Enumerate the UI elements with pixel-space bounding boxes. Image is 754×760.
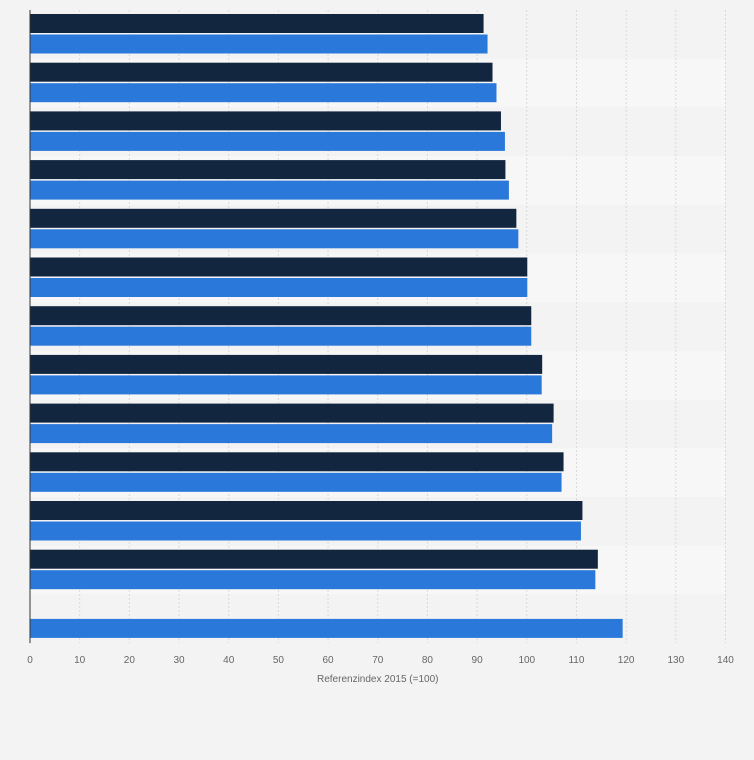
bar	[30, 618, 623, 638]
x-tick-label: 50	[273, 655, 285, 666]
x-tick-labels: 0 10 20 30 40 50 60 70 80 90 100 110 120 130 140	[27, 655, 734, 666]
x-tick-label: 100	[518, 655, 535, 666]
x-tick-label: 20	[124, 655, 136, 666]
bar	[30, 34, 488, 54]
bar	[30, 229, 519, 249]
x-tick-label: 80	[422, 655, 434, 666]
bar	[30, 111, 501, 131]
x-tick-label: 0	[27, 655, 33, 666]
x-axis-title: Referenzindex 2015 (=100)	[317, 674, 438, 685]
bar	[30, 83, 497, 103]
bar	[30, 375, 542, 395]
bar	[30, 472, 562, 492]
bars	[30, 14, 623, 638]
x-tick-label: 40	[223, 655, 235, 666]
bar	[30, 354, 543, 374]
x-tick-label: 140	[717, 655, 734, 666]
x-tick-label: 120	[618, 655, 635, 666]
bar	[30, 160, 506, 180]
x-tick-label: 130	[667, 655, 684, 666]
bar	[30, 131, 505, 151]
bar	[30, 180, 509, 200]
bar	[30, 14, 484, 33]
bar	[30, 278, 528, 297]
bar	[30, 521, 581, 541]
x-tick-label: 10	[74, 655, 86, 666]
bar	[30, 306, 532, 326]
bar	[30, 570, 596, 590]
bar	[30, 549, 598, 569]
x-tick-label: 90	[472, 655, 484, 666]
bar	[30, 257, 528, 277]
x-tick-label: 70	[372, 655, 384, 666]
x-tick-label: 60	[323, 655, 335, 666]
bar	[30, 424, 553, 444]
bar	[30, 326, 532, 346]
bar	[30, 501, 583, 520]
x-tick-label: 110	[568, 655, 584, 666]
bar	[30, 403, 554, 423]
x-tick-label: 30	[173, 655, 185, 666]
bar	[30, 452, 564, 472]
bar	[30, 208, 517, 228]
bar	[30, 62, 493, 82]
